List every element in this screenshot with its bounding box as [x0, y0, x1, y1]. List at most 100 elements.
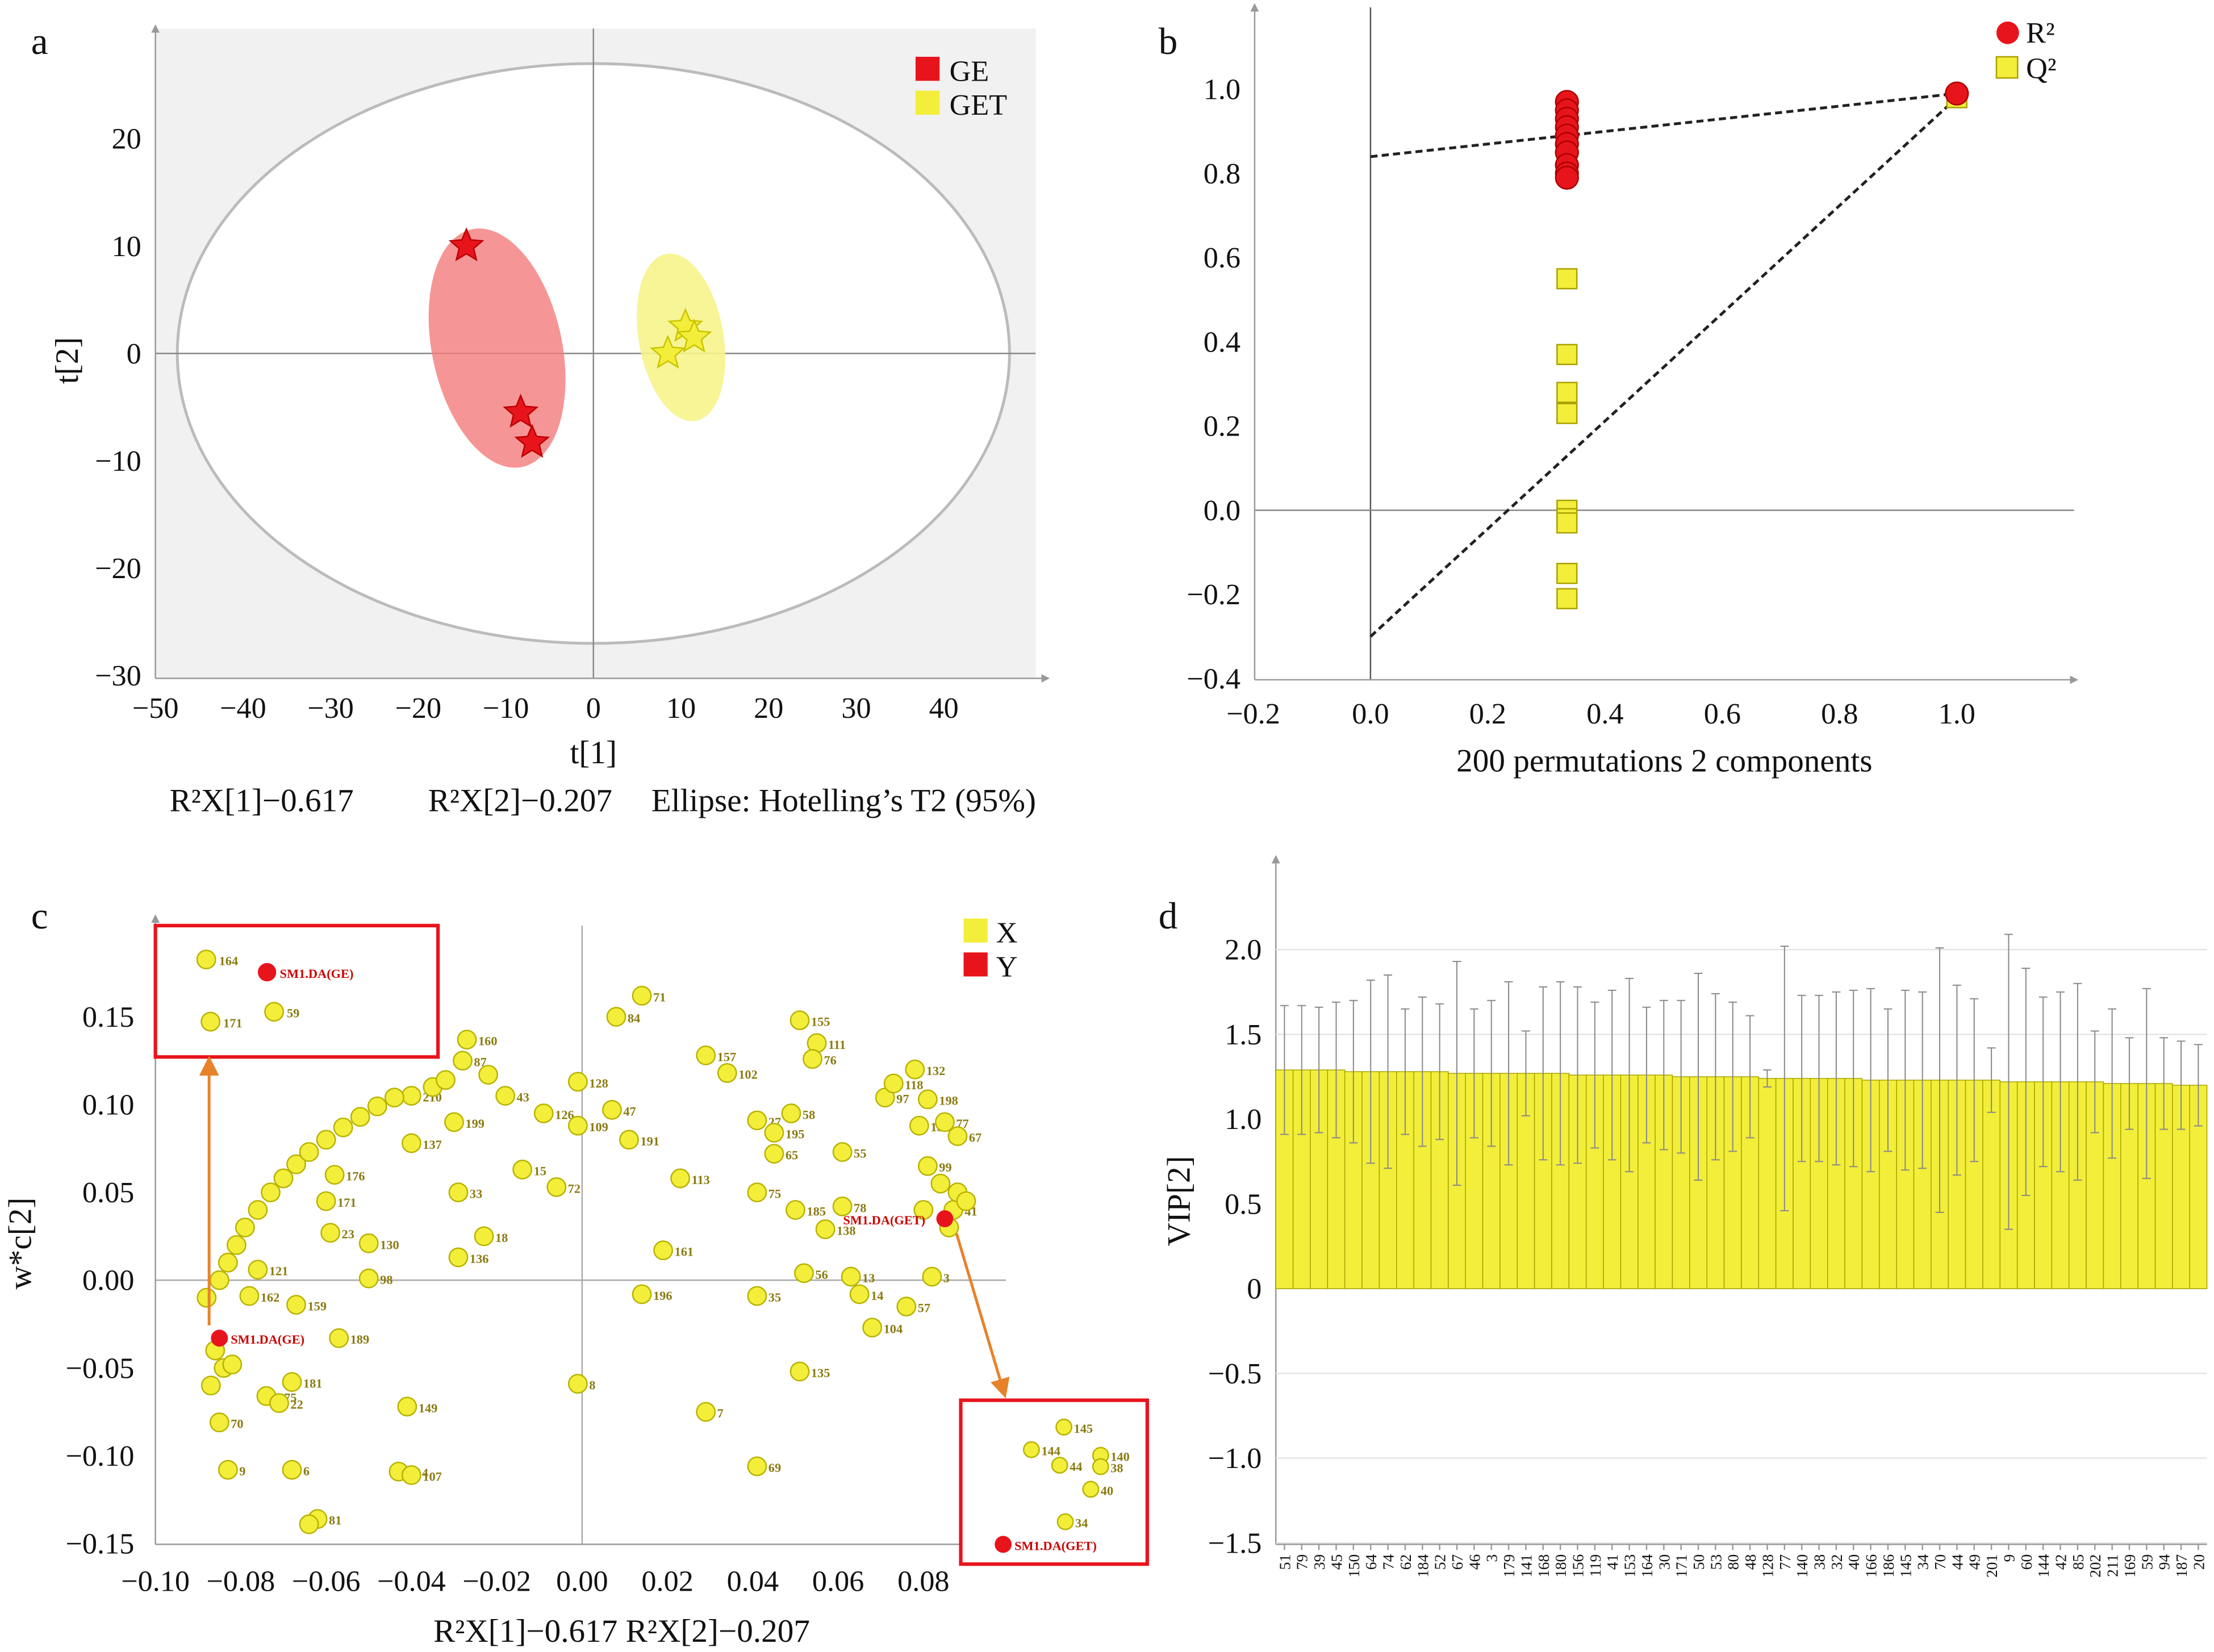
x-tick-label: 10	[666, 692, 696, 725]
panel-a-ylabel: t[2]	[49, 337, 85, 384]
x-variable-point	[922, 1266, 942, 1287]
x-tick-label: 85	[2070, 1554, 2087, 1570]
x-variable-point	[269, 1393, 289, 1413]
x-variable-label: 176	[346, 1169, 365, 1183]
x-tick-label: 53	[1707, 1554, 1724, 1570]
q2-point	[1556, 588, 1578, 609]
inset-x-point	[1051, 1457, 1068, 1474]
x-variable-point	[764, 1123, 784, 1143]
q2-point	[1556, 563, 1578, 584]
inset-y-label: SM1.DA(GET)	[1014, 1538, 1097, 1553]
x-variable-point	[286, 1295, 306, 1315]
x-variable-label: 87	[474, 1055, 486, 1069]
x-variable-label: 189	[350, 1332, 370, 1346]
x-tick-label: 20	[754, 692, 783, 725]
x-variable-label: 162	[261, 1290, 280, 1304]
x-variable-label: 78	[854, 1201, 866, 1215]
x-variable-point	[401, 1086, 421, 1106]
y-tick-label: 0.6	[1204, 241, 1240, 274]
y-tick-label: 0.0	[1204, 494, 1240, 527]
panel-a-footer-r2x1: R²X[1]−0.617	[170, 783, 354, 818]
x-variable-point	[841, 1266, 861, 1287]
x-variable-label: 132	[926, 1064, 946, 1078]
x-variable-label: 113	[692, 1173, 710, 1187]
x-variable-point	[401, 1133, 421, 1153]
x-variable-point	[696, 1045, 716, 1065]
x-tick-label: 50	[1690, 1554, 1707, 1570]
x-variable-label: 181	[303, 1377, 323, 1391]
x-variable-point	[764, 1144, 784, 1164]
star-point-GE	[503, 394, 539, 428]
q2-point	[1556, 512, 1578, 534]
x-variable-point	[299, 1514, 319, 1534]
q2-point	[1556, 382, 1578, 403]
y-tick-label: 10	[112, 230, 141, 263]
x-variable-point	[533, 1103, 554, 1123]
x-variable-label: 35	[768, 1290, 781, 1304]
x-variable-point	[917, 1156, 938, 1176]
x-variable-point	[320, 1223, 341, 1243]
x-variable-label: 6	[303, 1464, 310, 1478]
q2-point	[1556, 268, 1578, 290]
x-variable-point	[930, 1173, 951, 1194]
x-variable-label: 198	[939, 1094, 958, 1108]
x-variable-label: 199	[465, 1116, 484, 1131]
x-variable-label: 69	[768, 1461, 781, 1475]
x-variable-point	[832, 1142, 853, 1162]
legend-label-GE: GE	[950, 55, 989, 87]
x-tick-label: 74	[1380, 1554, 1397, 1570]
x-tick-label: −0.2	[1226, 697, 1280, 730]
x-tick-label: 211	[2104, 1554, 2121, 1577]
legend-swatch-GET	[915, 90, 940, 115]
x-variable-label: 14	[871, 1289, 883, 1303]
legend-swatch-X	[963, 918, 988, 943]
x-tick-label: 202	[2087, 1554, 2104, 1578]
x-variable-point	[222, 1354, 243, 1375]
x-variable-point	[905, 1059, 925, 1080]
y-tick-label: −0.2	[1187, 578, 1240, 611]
x-tick-label: 38	[1811, 1554, 1828, 1570]
vip-bar	[1982, 1080, 2001, 1289]
y-tick-label: −1.5	[1208, 1526, 1262, 1559]
x-variable-point	[670, 1168, 691, 1189]
x-tick-label: −50	[132, 692, 179, 725]
x-tick-label: 0	[586, 692, 601, 725]
x-variable-label: 118	[905, 1078, 923, 1092]
inset-x-point	[1022, 1441, 1040, 1458]
y-tick-label: 1.0	[1225, 1103, 1261, 1136]
x-variable-label: 99	[939, 1160, 951, 1174]
x-variable-label: 196	[653, 1289, 672, 1303]
x-tick-label: 0.6	[1704, 697, 1741, 730]
panel-label-b: b	[1159, 20, 1178, 62]
vip-bar	[1758, 1078, 1777, 1289]
x-variable-point	[696, 1402, 716, 1422]
y-tick-label: −0.4	[1187, 662, 1240, 695]
x-tick-label: 184	[1414, 1554, 1431, 1578]
star-point-GET	[676, 318, 712, 353]
x-variable-point	[235, 1218, 255, 1237]
x-variable-point	[299, 1142, 319, 1162]
x-variable-label: 70	[231, 1417, 243, 1431]
x-variable-point	[200, 1375, 221, 1396]
y-tick-label: −0.15	[65, 1527, 134, 1560]
legend-label-Y: Y	[996, 950, 1018, 983]
x-variable-label: 81	[329, 1513, 341, 1528]
x-tick-label: 64	[1363, 1554, 1380, 1570]
x-variable-label: 195	[786, 1127, 805, 1141]
x-variable-label: 84	[628, 1011, 640, 1025]
x-variable-point	[602, 1099, 622, 1120]
legend-label-q2: Q²	[2026, 52, 2056, 85]
x-variable-label: 47	[623, 1104, 636, 1118]
x-tick-label: −0.02	[462, 1565, 531, 1598]
legend-swatch-GE	[915, 57, 940, 81]
x-tick-label: 40	[929, 692, 959, 725]
legend-label-GET: GET	[950, 89, 1008, 122]
r2-point	[1945, 81, 1969, 106]
inset-x-point	[1082, 1480, 1100, 1498]
x-variable-point	[444, 1112, 464, 1132]
x-tick-label: 32	[1828, 1554, 1845, 1570]
x-tick-label: −0.10	[121, 1565, 190, 1598]
x-tick-label: 77	[1777, 1554, 1794, 1570]
x-variable-label: 155	[811, 1015, 830, 1029]
